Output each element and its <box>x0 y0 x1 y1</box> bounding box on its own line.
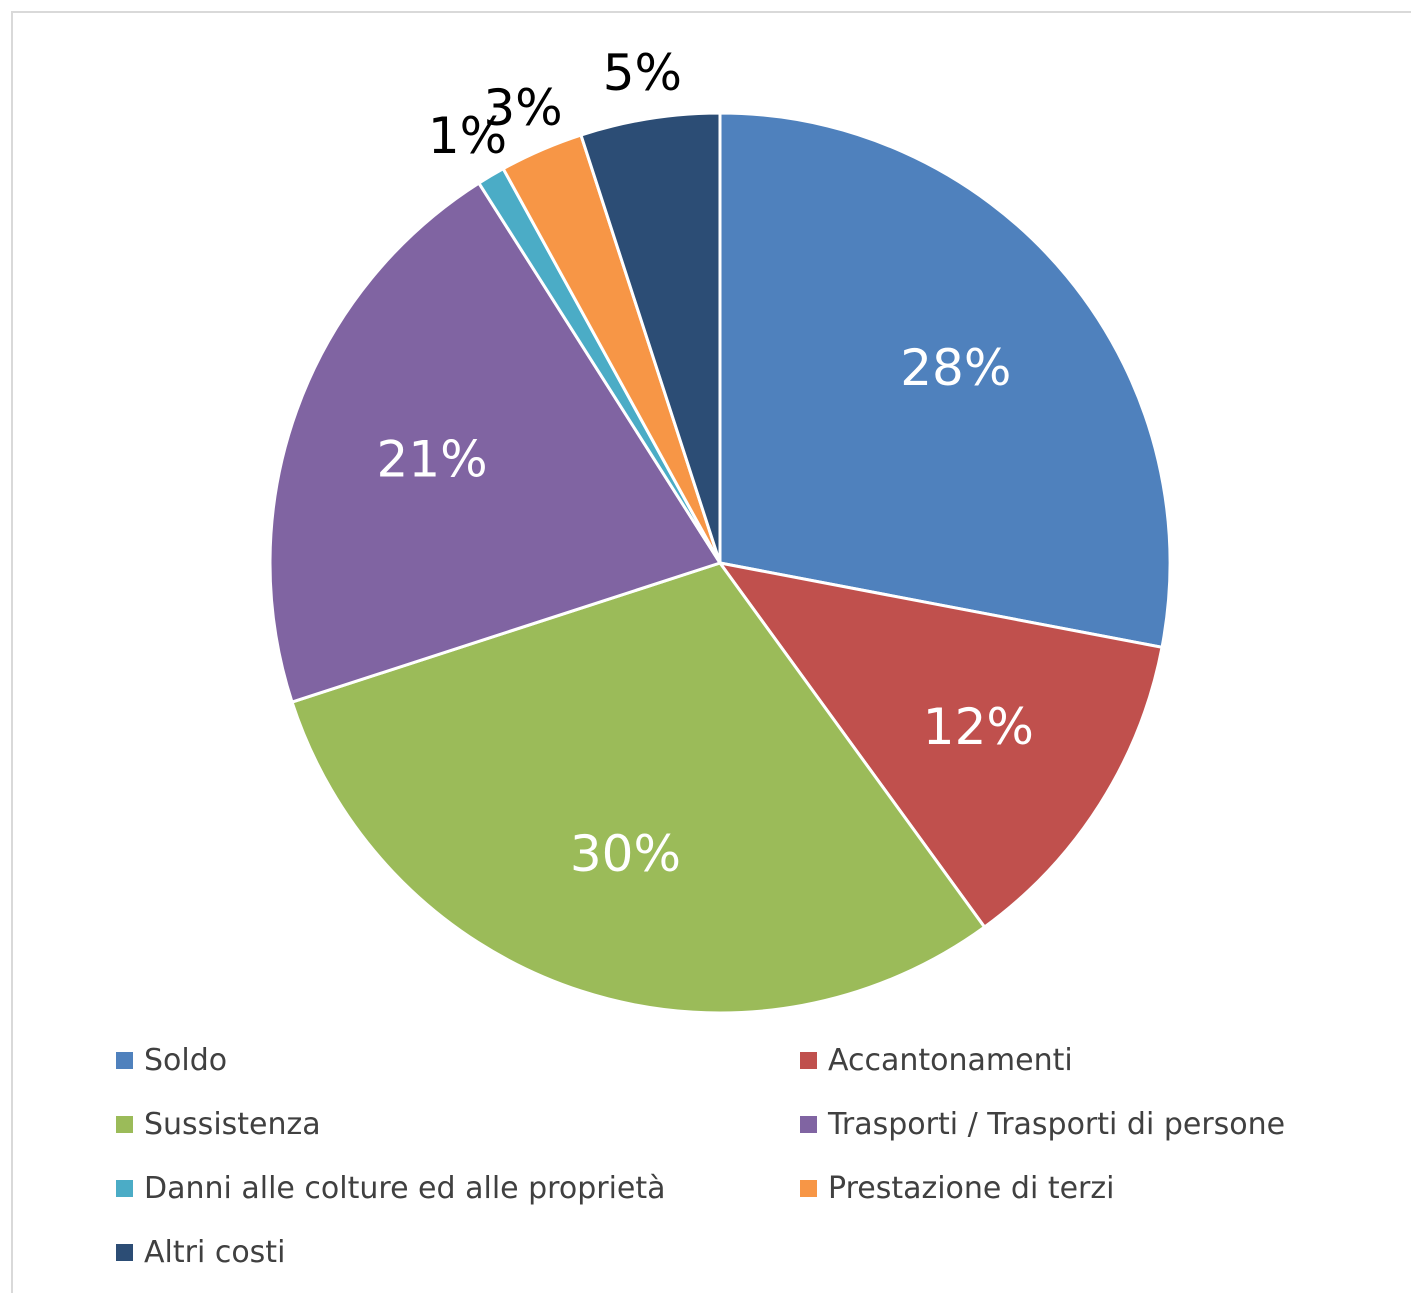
data-label-altri-costi: 5% <box>603 44 682 102</box>
data-label-trasporti: 21% <box>377 430 488 488</box>
data-label-danni: 1% <box>428 107 507 165</box>
pie-slice-trasporti <box>268 180 723 704</box>
pie-slice-sussistenza <box>290 561 987 1015</box>
pie-slice-soldo <box>718 111 1172 650</box>
chart-frame <box>11 11 1411 1293</box>
data-label-soldo: 28% <box>900 339 1011 397</box>
data-label-sussistenza: 30% <box>570 825 681 883</box>
data-label-prestazione: 3% <box>483 79 562 137</box>
pie-slice-accantonamenti <box>716 560 1164 930</box>
pie-slice-altri-costi <box>579 111 722 564</box>
data-label-accantonamenti: 12% <box>923 698 1034 756</box>
